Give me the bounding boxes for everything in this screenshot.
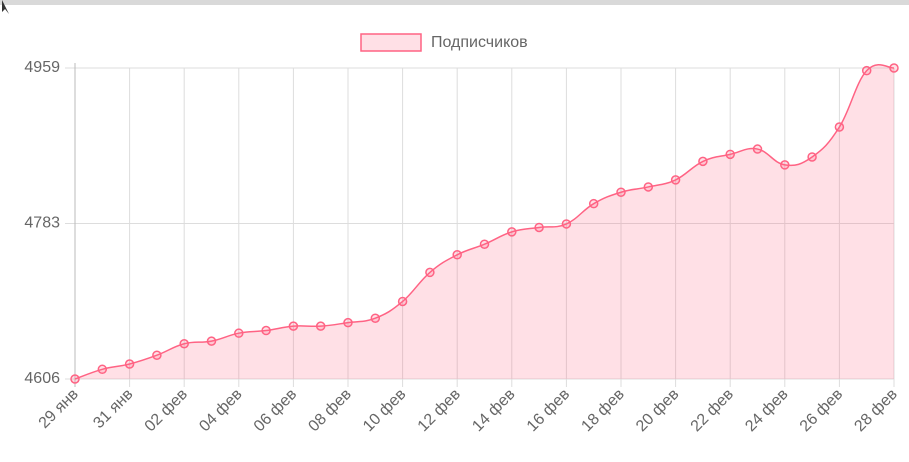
point xyxy=(807,152,817,162)
x-tick-label: 26 фев xyxy=(797,386,846,435)
point xyxy=(616,187,626,197)
point xyxy=(397,296,408,307)
x-tick-label: 20 фев xyxy=(633,386,682,435)
point xyxy=(534,222,544,233)
x-tick-label: 12 фев xyxy=(415,386,464,435)
legend-label: Подписчиков xyxy=(431,34,528,51)
point xyxy=(561,219,572,229)
point xyxy=(206,336,217,346)
x-tick-label: 10 фев xyxy=(360,386,409,435)
point xyxy=(643,182,654,192)
x-tick-label: 24 фев xyxy=(742,386,791,435)
x-tick-label: 02 фев xyxy=(142,386,191,435)
point xyxy=(670,175,681,185)
point xyxy=(425,267,435,278)
point xyxy=(152,350,162,360)
y-tick-label: 4783 xyxy=(24,215,60,232)
point xyxy=(725,149,735,160)
x-tick-label: 18 фев xyxy=(578,386,627,435)
x-tick-label: 06 фев xyxy=(251,386,300,435)
legend-swatch xyxy=(360,33,422,52)
point xyxy=(861,65,872,76)
point xyxy=(179,339,189,349)
point xyxy=(780,160,790,170)
cursor xyxy=(2,0,9,14)
x-tick-label: 14 фев xyxy=(469,386,518,435)
x-tick-label: 29 янв xyxy=(36,386,82,432)
x-tick-label: 08 фев xyxy=(305,386,354,435)
point xyxy=(315,321,326,331)
point xyxy=(507,227,517,237)
point xyxy=(343,317,353,328)
point xyxy=(124,359,135,369)
point xyxy=(698,156,708,167)
point xyxy=(288,321,299,331)
x-tick-label: 22 фев xyxy=(688,386,737,435)
point xyxy=(261,325,271,336)
y-tick-label: 4606 xyxy=(24,370,60,387)
point xyxy=(370,313,381,323)
point xyxy=(588,198,599,209)
x-tick-label: 04 фев xyxy=(196,386,245,435)
point xyxy=(889,63,899,73)
y-tick-label: 4959 xyxy=(24,59,60,76)
point xyxy=(234,328,244,338)
point xyxy=(752,144,763,154)
x-tick-label: 28 фев xyxy=(851,386,900,435)
x-tick-label: 31 янв xyxy=(90,386,136,432)
point xyxy=(452,250,462,260)
point xyxy=(70,374,80,384)
line xyxy=(74,64,895,380)
point xyxy=(479,239,490,249)
point xyxy=(834,122,845,132)
area xyxy=(75,64,894,380)
x-tick-label: 16 фев xyxy=(524,386,573,435)
point xyxy=(97,364,108,375)
top-bar xyxy=(0,0,909,5)
